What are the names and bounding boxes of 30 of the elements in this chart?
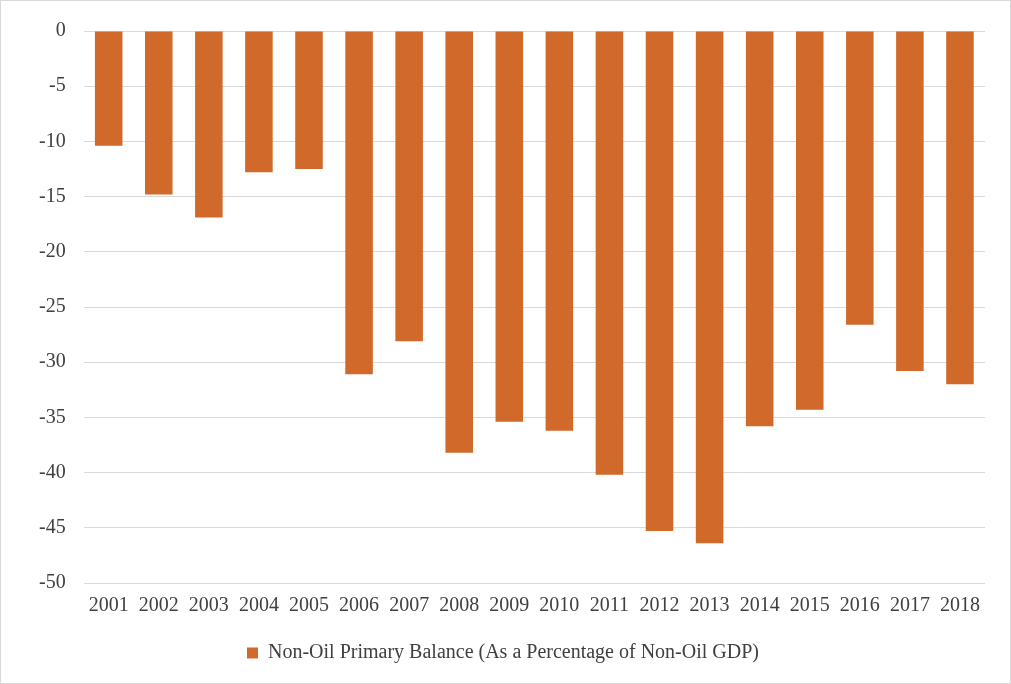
y-tick-label: -25: [38, 294, 66, 317]
y-tick-label: -50: [38, 570, 66, 593]
x-tick-label: 2006: [339, 593, 380, 616]
y-tick-label: -20: [38, 239, 66, 262]
y-tick-label: -45: [38, 515, 66, 538]
y-tick-label: -15: [38, 183, 66, 206]
y-tick-label: -30: [38, 349, 66, 372]
x-tick-label: 2011: [589, 593, 630, 616]
x-tick-label: 2018: [939, 593, 980, 616]
legend-label: Non-Oil Primary Balance (As a Percentage of Non-Oil GDP): [268, 640, 759, 664]
x-tick-label: 2007: [389, 593, 430, 616]
x-tick-label: 2001: [88, 593, 129, 616]
y-tick-label: 0: [55, 18, 66, 41]
y-tick-label: -5: [48, 73, 66, 96]
y-tick-label: -10: [38, 128, 66, 151]
x-tick-label: 2009: [489, 593, 530, 616]
x-tick-label: 2012: [639, 593, 680, 616]
y-tick-label: -40: [38, 459, 66, 482]
x-tick-label: 2003: [188, 593, 229, 616]
y-tick-label: -35: [38, 404, 66, 427]
x-tick-label: 2004: [238, 593, 279, 616]
x-tick-label: 2017: [889, 593, 930, 616]
x-tick-label: 2008: [439, 593, 480, 616]
x-tick-label: 2010: [539, 593, 580, 616]
x-tick-label: 2014: [739, 593, 780, 616]
x-tick-label: 2005: [289, 593, 329, 616]
x-tick-label: 2013: [689, 593, 730, 616]
x-tick-label: 2015: [789, 593, 830, 616]
x-tick-label: 2016: [839, 593, 880, 616]
x-tick-label: 2002: [138, 593, 179, 616]
